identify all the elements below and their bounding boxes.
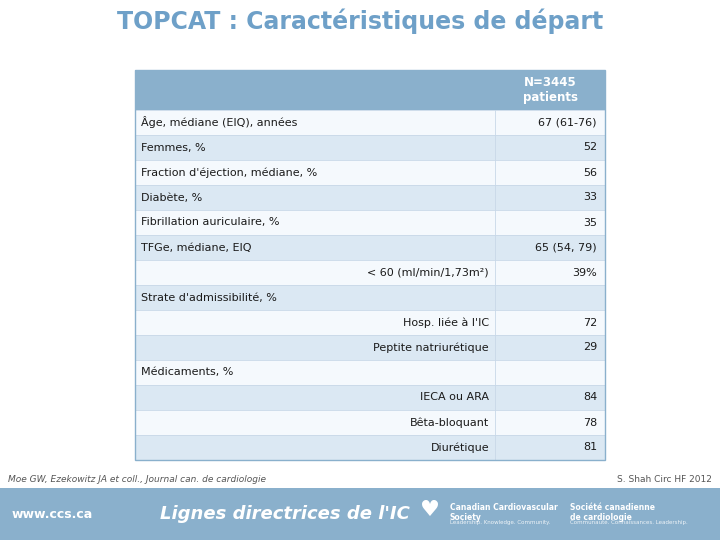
Text: 67 (61-76): 67 (61-76) [539, 118, 597, 127]
Text: Canadian Cardiovascular
Society: Canadian Cardiovascular Society [450, 503, 558, 522]
Bar [135, 160, 605, 185]
Text: 39%: 39% [572, 267, 597, 278]
Bar [0, 488, 720, 540]
Bar [135, 310, 605, 335]
Bar [135, 110, 605, 135]
Text: Lignes directrices de l'IC: Lignes directrices de l'IC [160, 505, 410, 523]
Text: Diurétique: Diurétique [431, 442, 489, 453]
Bar [135, 285, 605, 310]
Text: S. Shah Circ HF 2012: S. Shah Circ HF 2012 [617, 475, 712, 484]
Text: Leadership. Knowledge. Community.: Leadership. Knowledge. Community. [450, 521, 550, 525]
Text: 72: 72 [582, 318, 597, 327]
Text: Strate d'admissibilité, %: Strate d'admissibilité, % [141, 293, 277, 302]
Text: 84: 84 [582, 393, 597, 402]
Bar [135, 260, 605, 285]
Bar [135, 70, 605, 460]
Text: IECA ou ARA: IECA ou ARA [420, 393, 489, 402]
Text: Bêta-bloquant: Bêta-bloquant [410, 417, 489, 428]
Text: 52: 52 [583, 143, 597, 152]
Bar [135, 70, 605, 110]
Bar [135, 210, 605, 235]
Text: 35: 35 [583, 218, 597, 227]
Bar [135, 135, 605, 160]
Text: Fraction d'éjection, médiane, %: Fraction d'éjection, médiane, % [141, 167, 318, 178]
Bar [135, 235, 605, 260]
Text: Communauté. Connaissances. Leadership.: Communauté. Connaissances. Leadership. [570, 520, 688, 525]
Text: Femmes, %: Femmes, % [141, 143, 206, 152]
Text: Hosp. liée à l'IC: Hosp. liée à l'IC [403, 317, 489, 328]
Text: Âge, médiane (EIQ), années: Âge, médiane (EIQ), années [141, 117, 297, 129]
Text: 29: 29 [582, 342, 597, 353]
Text: Peptite natriurétique: Peptite natriurétique [374, 342, 489, 353]
Text: TOPCAT : Caractéristiques de départ: TOPCAT : Caractéristiques de départ [117, 8, 603, 33]
Text: 78: 78 [582, 417, 597, 428]
Text: 81: 81 [583, 442, 597, 453]
Text: Médicaments, %: Médicaments, % [141, 368, 233, 377]
Text: www.ccs.ca: www.ccs.ca [12, 508, 94, 521]
Bar [135, 385, 605, 410]
Text: < 60 (ml/min/1,73m²): < 60 (ml/min/1,73m²) [367, 267, 489, 278]
Bar [135, 335, 605, 360]
Text: 65 (54, 79): 65 (54, 79) [536, 242, 597, 253]
Bar [135, 185, 605, 210]
Bar [135, 360, 605, 385]
Text: 56: 56 [583, 167, 597, 178]
Text: Fibrillation auriculaire, %: Fibrillation auriculaire, % [141, 218, 279, 227]
Text: 33: 33 [583, 192, 597, 202]
Text: Société canadienne
de cardiologie: Société canadienne de cardiologie [570, 503, 655, 522]
Text: Diabète, %: Diabète, % [141, 192, 202, 202]
Text: Moe GW, Ezekowitz JA et coll., Journal can. de cardiologie: Moe GW, Ezekowitz JA et coll., Journal c… [8, 475, 266, 484]
Bar [135, 435, 605, 460]
Bar [135, 410, 605, 435]
Text: ♥: ♥ [420, 500, 440, 520]
Text: N=3445
patients: N=3445 patients [523, 76, 577, 105]
Text: TFGe, médiane, EIQ: TFGe, médiane, EIQ [141, 242, 251, 253]
